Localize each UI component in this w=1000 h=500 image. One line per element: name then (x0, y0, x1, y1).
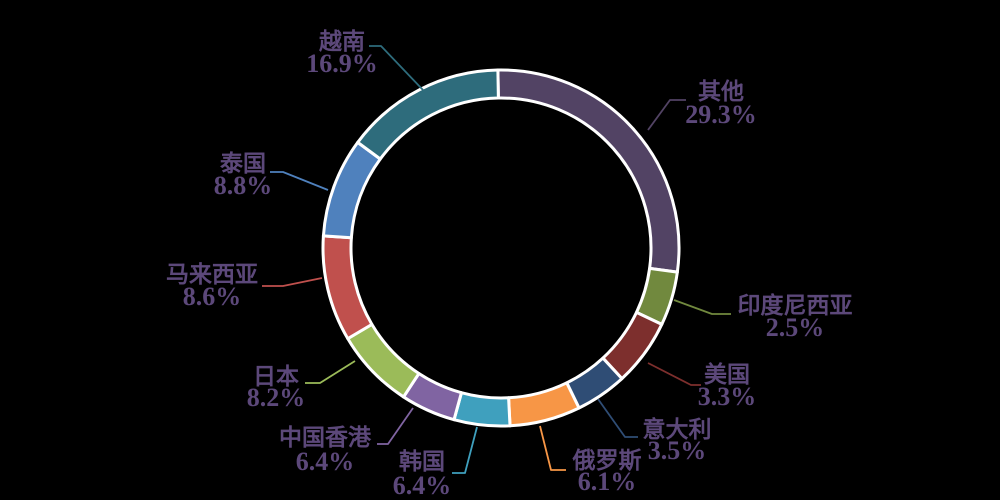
slice-label-name-10: 越南 (319, 29, 365, 54)
slice-label-name-4: 俄罗斯 (572, 447, 642, 473)
leader-line-10 (369, 45, 424, 91)
slice-label-name-8: 马来西亚 (166, 262, 258, 287)
slice-label-pct-2: 3.3% (698, 382, 757, 411)
leader-line-6 (377, 407, 414, 445)
leader-lines (262, 45, 731, 474)
leader-line-9 (270, 171, 329, 191)
slice-label-pct-6: 6.4% (296, 447, 355, 476)
slice-label-name-0: 其他 (698, 79, 744, 104)
slice-label-name-9: 泰国 (219, 150, 266, 176)
slice-label-pct-1: 2.5% (766, 313, 825, 342)
slice-label-pct-8: 8.6% (183, 282, 242, 311)
slice-label-name-7: 日本 (253, 364, 299, 389)
slice-label-pct-5: 6.4% (393, 471, 452, 500)
slice-label-pct-3: 3.5% (648, 436, 707, 465)
leader-line-5 (452, 426, 478, 474)
slice-label-pct-0: 29.3% (685, 100, 757, 129)
donut-slice-0 (496, 68, 681, 274)
slice-label-pct-9: 8.8% (214, 171, 273, 200)
donut-slice-9 (321, 140, 382, 240)
donut-slice-8 (321, 234, 374, 341)
leader-line-4 (539, 425, 566, 471)
slice-labels: 其他29.3%印度尼西亚2.5%美国3.3%意大利3.5%俄罗斯6.1%韩国6.… (166, 29, 853, 500)
donut-slice-5 (452, 391, 512, 428)
slice-label-name-2: 美国 (704, 361, 750, 387)
slice-label-name-1: 印度尼西亚 (738, 292, 853, 318)
leader-line-8 (262, 277, 323, 287)
donut-slice-7 (346, 322, 421, 399)
slice-label-pct-4: 6.1% (578, 467, 637, 496)
leader-line-3 (597, 398, 638, 438)
slice-label-name-6: 中国香港 (279, 425, 372, 450)
leader-line-1 (673, 299, 731, 315)
leader-line-0 (647, 99, 686, 131)
slice-label-pct-10: 16.9% (306, 49, 378, 78)
donut-slice-4 (507, 381, 581, 428)
slice-label-pct-7: 8.2% (247, 383, 306, 412)
leader-line-2 (647, 362, 701, 386)
donut-slice-10 (356, 68, 500, 161)
donut-slices (321, 68, 681, 428)
slice-label-name-5: 韩国 (399, 448, 445, 474)
slice-label-name-3: 意大利 (643, 416, 712, 442)
leader-line-7 (305, 360, 356, 384)
